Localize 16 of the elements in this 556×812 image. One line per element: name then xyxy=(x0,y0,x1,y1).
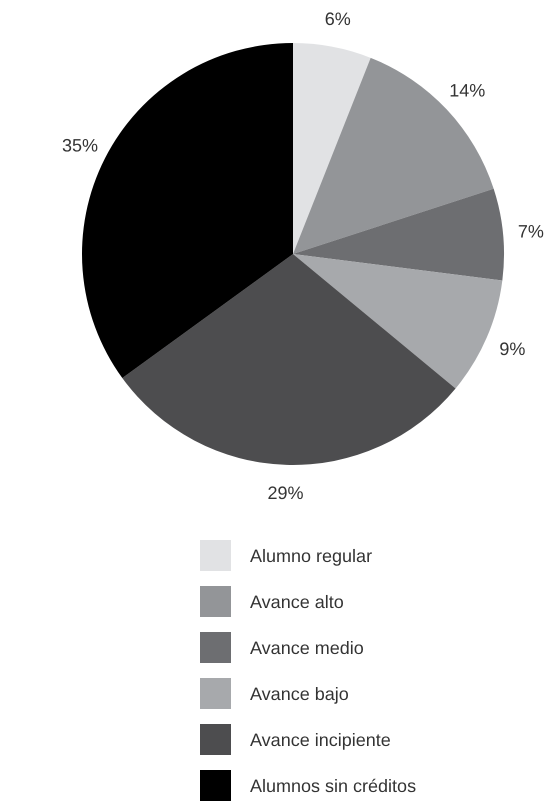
legend-label: Alumnos sin créditos xyxy=(250,776,416,796)
pie-slice xyxy=(122,254,456,465)
data-label: 29% xyxy=(267,482,304,503)
data-label: 9% xyxy=(499,338,526,359)
pie-slice xyxy=(293,188,504,280)
legend-label: Avance bajo xyxy=(250,684,349,704)
data-label: 35% xyxy=(62,135,98,156)
legend-label: Avance medio xyxy=(250,638,364,658)
legend-label: Avance incipiente xyxy=(250,730,391,750)
legend-label: Alumno regular xyxy=(250,546,372,566)
data-label: 7% xyxy=(518,222,544,242)
data-label: 14% xyxy=(449,80,486,100)
legend-label: Avance alto xyxy=(250,592,344,612)
pie-slice xyxy=(293,58,494,254)
data-label: 6% xyxy=(324,9,351,30)
pie-slice xyxy=(293,43,371,254)
